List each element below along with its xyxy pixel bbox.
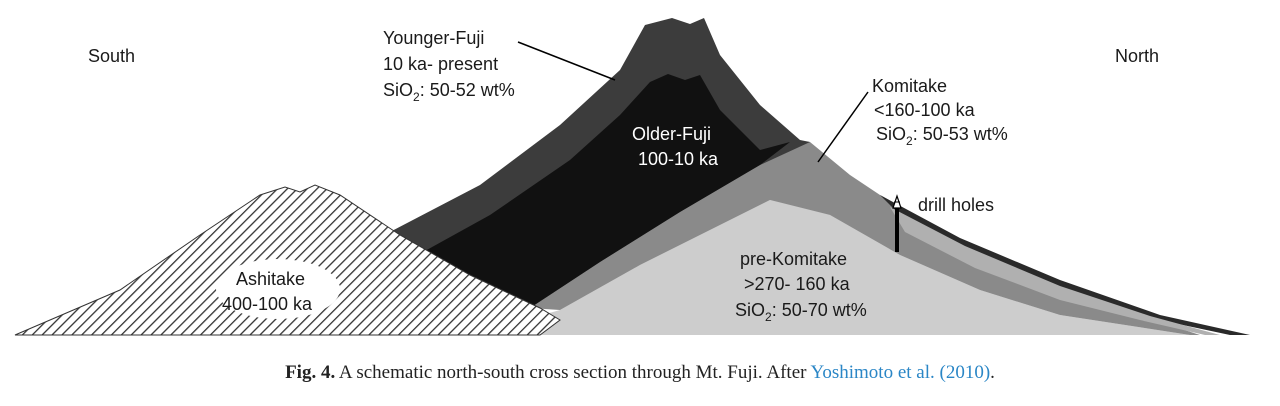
drill-holes-label: drill holes <box>918 195 994 215</box>
ashitake-age: 400-100 ka <box>222 294 313 314</box>
ashitake-name: Ashitake <box>236 269 305 289</box>
komitake-name: Komitake <box>872 76 947 96</box>
caption-end: . <box>990 362 995 383</box>
older-fuji-label: Older-Fuji 100-10 ka <box>632 124 719 169</box>
komitake-leader <box>817 91 869 163</box>
komitake-sio2: SiO2: 50-53 wt% <box>876 124 1008 148</box>
komitake-label: Komitake <160-100 ka SiO2: 50-53 wt% <box>872 76 1008 148</box>
younger-fuji-sio2: SiO2: 50-52 wt% <box>383 80 515 104</box>
direction-south: South <box>88 46 135 66</box>
pre-komitake-sio2: SiO2: 50-70 wt% <box>735 300 867 324</box>
pre-komitake-age: >270- 160 ka <box>744 274 851 294</box>
citation-link[interactable]: Yoshimoto et al. (2010) <box>810 362 991 383</box>
ashitake-label-halo <box>216 259 340 319</box>
pre-komitake-name: pre-Komitake <box>740 249 847 269</box>
figure-caption: Fig. 4. A schematic north-south cross se… <box>0 362 1280 384</box>
younger-fuji-label: Younger-Fuji 10 ka- present SiO2: 50-52 … <box>383 28 515 104</box>
younger-fuji-name: Younger-Fuji <box>383 28 484 48</box>
older-fuji-age: 100-10 ka <box>638 149 719 169</box>
caption-text: A schematic north-south cross section th… <box>335 362 811 383</box>
younger-fuji-age: 10 ka- present <box>383 54 498 74</box>
younger-fuji-leader <box>517 41 616 81</box>
older-fuji-layer <box>405 74 790 308</box>
figure-number: Fig. 4. <box>285 362 336 383</box>
older-fuji-name: Older-Fuji <box>632 124 711 144</box>
komitake-age: <160-100 ka <box>874 100 976 120</box>
pre-komitake-label: pre-Komitake >270- 160 ka SiO2: 50-70 wt… <box>735 249 867 324</box>
pre-komitake-layer <box>470 200 1190 335</box>
drill-hole-icon <box>892 194 902 252</box>
fuji-cross-section: South North Younger-Fuji 10 ka- present … <box>14 18 1250 336</box>
direction-north: North <box>1115 46 1159 66</box>
ashitake-label: Ashitake 400-100 ka <box>222 269 313 314</box>
